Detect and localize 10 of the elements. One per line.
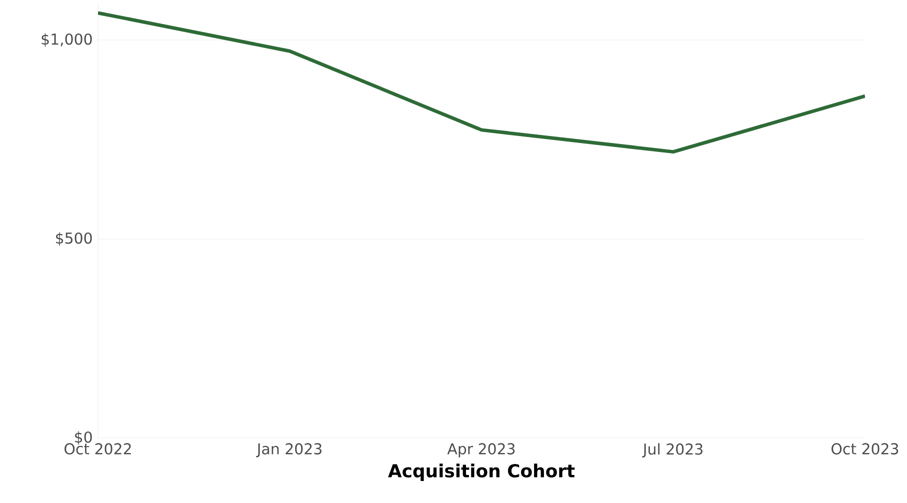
line-series [98,11,866,154]
x-tick-label: Jul 2023 [642,443,702,458]
x-tick-label: Jan 2023 [256,443,322,458]
x-axis-title: Acquisition Cohort [388,464,575,482]
x-tick-label: Apr 2023 [447,443,515,458]
y-tick-label: $500 [56,232,92,246]
y-tick-label: $1,000 [42,33,92,47]
x-tick-label: Oct 2022 [64,443,131,454]
y-tick-label: $0 [75,431,92,445]
x-tick-label: Oct 2023 [832,443,898,454]
